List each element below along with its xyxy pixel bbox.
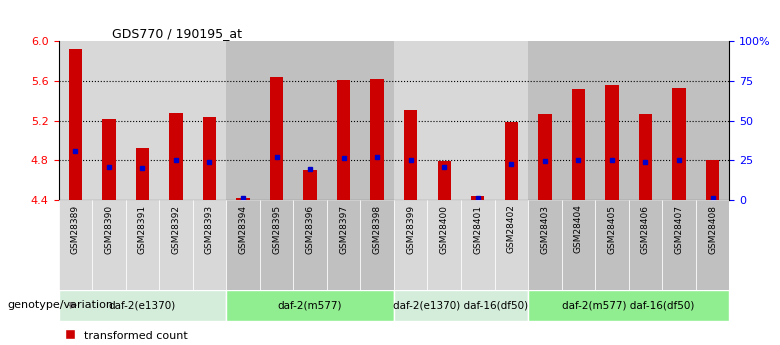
Bar [337,80,350,200]
Bar [629,200,662,290]
Text: GSM28402: GSM28402 [507,205,516,254]
Text: GSM28399: GSM28399 [406,205,415,254]
Bar [126,41,159,200]
Bar [58,290,226,321]
Bar [226,200,260,290]
Bar [126,200,159,290]
Bar [528,200,562,290]
Bar [270,77,283,200]
Bar [562,200,595,290]
Bar [595,200,629,290]
Bar [360,200,394,290]
Bar [303,170,317,200]
Bar [92,41,126,200]
Text: GSM28391: GSM28391 [138,205,147,254]
Bar [528,41,562,200]
Bar [159,200,193,290]
Bar [495,41,528,200]
Bar [394,200,427,290]
Bar [370,79,384,200]
Text: daf-2(e1370) daf-16(df50): daf-2(e1370) daf-16(df50) [393,300,529,310]
Bar [572,89,585,200]
Bar [394,290,528,321]
Text: GSM28405: GSM28405 [608,205,616,254]
Bar [404,110,417,200]
Bar [92,200,126,290]
Bar [236,198,250,200]
Text: GSM28401: GSM28401 [473,205,482,254]
Bar [672,88,686,200]
Bar [159,41,193,200]
Bar [69,49,82,200]
Bar [528,290,729,321]
Text: GSM28407: GSM28407 [675,205,683,254]
Bar [495,200,528,290]
Text: GSM28404: GSM28404 [574,205,583,254]
Text: GSM28389: GSM28389 [71,205,80,254]
Bar [696,41,729,200]
Bar [662,200,696,290]
Text: GSM28393: GSM28393 [205,205,214,254]
Bar [360,41,394,200]
Bar [203,117,216,200]
Bar [696,200,729,290]
Bar [461,41,495,200]
Bar [226,41,260,200]
Bar [438,161,451,200]
Bar [605,85,619,200]
Text: GSM28397: GSM28397 [339,205,348,254]
Legend: transformed count, percentile rank within the sample: transformed count, percentile rank withi… [64,330,272,345]
Bar [58,200,92,290]
Text: GSM28395: GSM28395 [272,205,281,254]
Bar [538,114,551,200]
Text: GSM28403: GSM28403 [541,205,549,254]
Bar [706,160,719,200]
Text: daf-2(m577) daf-16(df50): daf-2(m577) daf-16(df50) [562,300,695,310]
Bar [193,41,226,200]
Bar [293,41,327,200]
Bar [427,41,461,200]
Bar [562,41,595,200]
Bar [260,200,293,290]
Bar [58,41,92,200]
Bar [427,200,461,290]
Text: GSM28406: GSM28406 [641,205,650,254]
Text: GSM28396: GSM28396 [306,205,314,254]
Text: GSM28398: GSM28398 [373,205,381,254]
Bar [505,122,518,200]
Bar [193,200,226,290]
Bar [226,290,394,321]
Bar [461,200,495,290]
Bar [394,41,427,200]
Bar [629,41,662,200]
Bar [471,196,484,200]
Bar [169,113,183,200]
Text: GSM28394: GSM28394 [239,205,247,254]
Bar [662,41,696,200]
Bar [293,200,327,290]
Text: GSM28400: GSM28400 [440,205,448,254]
Text: genotype/variation: genotype/variation [8,300,114,310]
Bar [136,148,149,200]
Bar [260,41,293,200]
Text: GDS770 / 190195_at: GDS770 / 190195_at [112,27,242,40]
Bar [102,119,115,200]
Text: daf-2(e1370): daf-2(e1370) [108,300,176,310]
Bar [327,41,360,200]
Bar [327,200,360,290]
Bar [639,114,652,200]
Text: GSM28408: GSM28408 [708,205,717,254]
Bar [595,41,629,200]
Text: GSM28392: GSM28392 [172,205,180,254]
Text: daf-2(m577): daf-2(m577) [278,300,342,310]
Text: GSM28390: GSM28390 [105,205,113,254]
